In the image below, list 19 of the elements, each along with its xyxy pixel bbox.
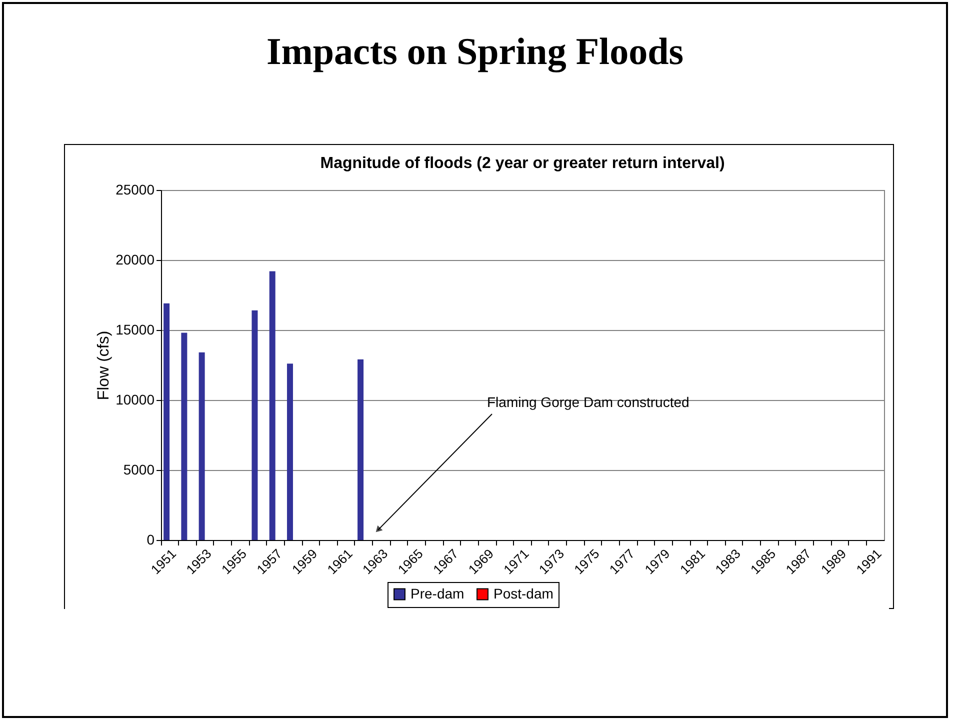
y-axis-title: Flow (cfs) [96,330,113,400]
bar [269,271,276,540]
y-tick-label: 15000 [116,322,155,338]
y-tick-label: 10000 [116,392,155,408]
bar [164,303,170,540]
y-tick-label: 25000 [116,182,155,198]
chart-title: Impacts on Spring Floods [265,30,685,74]
bar [358,359,364,540]
legend-label: Pre-dam [410,585,464,602]
annotation: Flaming Gorge Dam constructed [487,394,690,410]
bar [198,352,205,540]
chart-subtitle: Magnitude of floods (2 year or greater return interval) [320,155,725,172]
bar [286,364,293,540]
y-tick-label: 5000 [123,462,155,478]
legend-label: Post-dam [494,585,554,602]
y-tick-label: 0 [146,532,155,548]
bar [252,310,258,540]
y-tick-label: 20000 [116,252,155,268]
bar [181,332,188,540]
